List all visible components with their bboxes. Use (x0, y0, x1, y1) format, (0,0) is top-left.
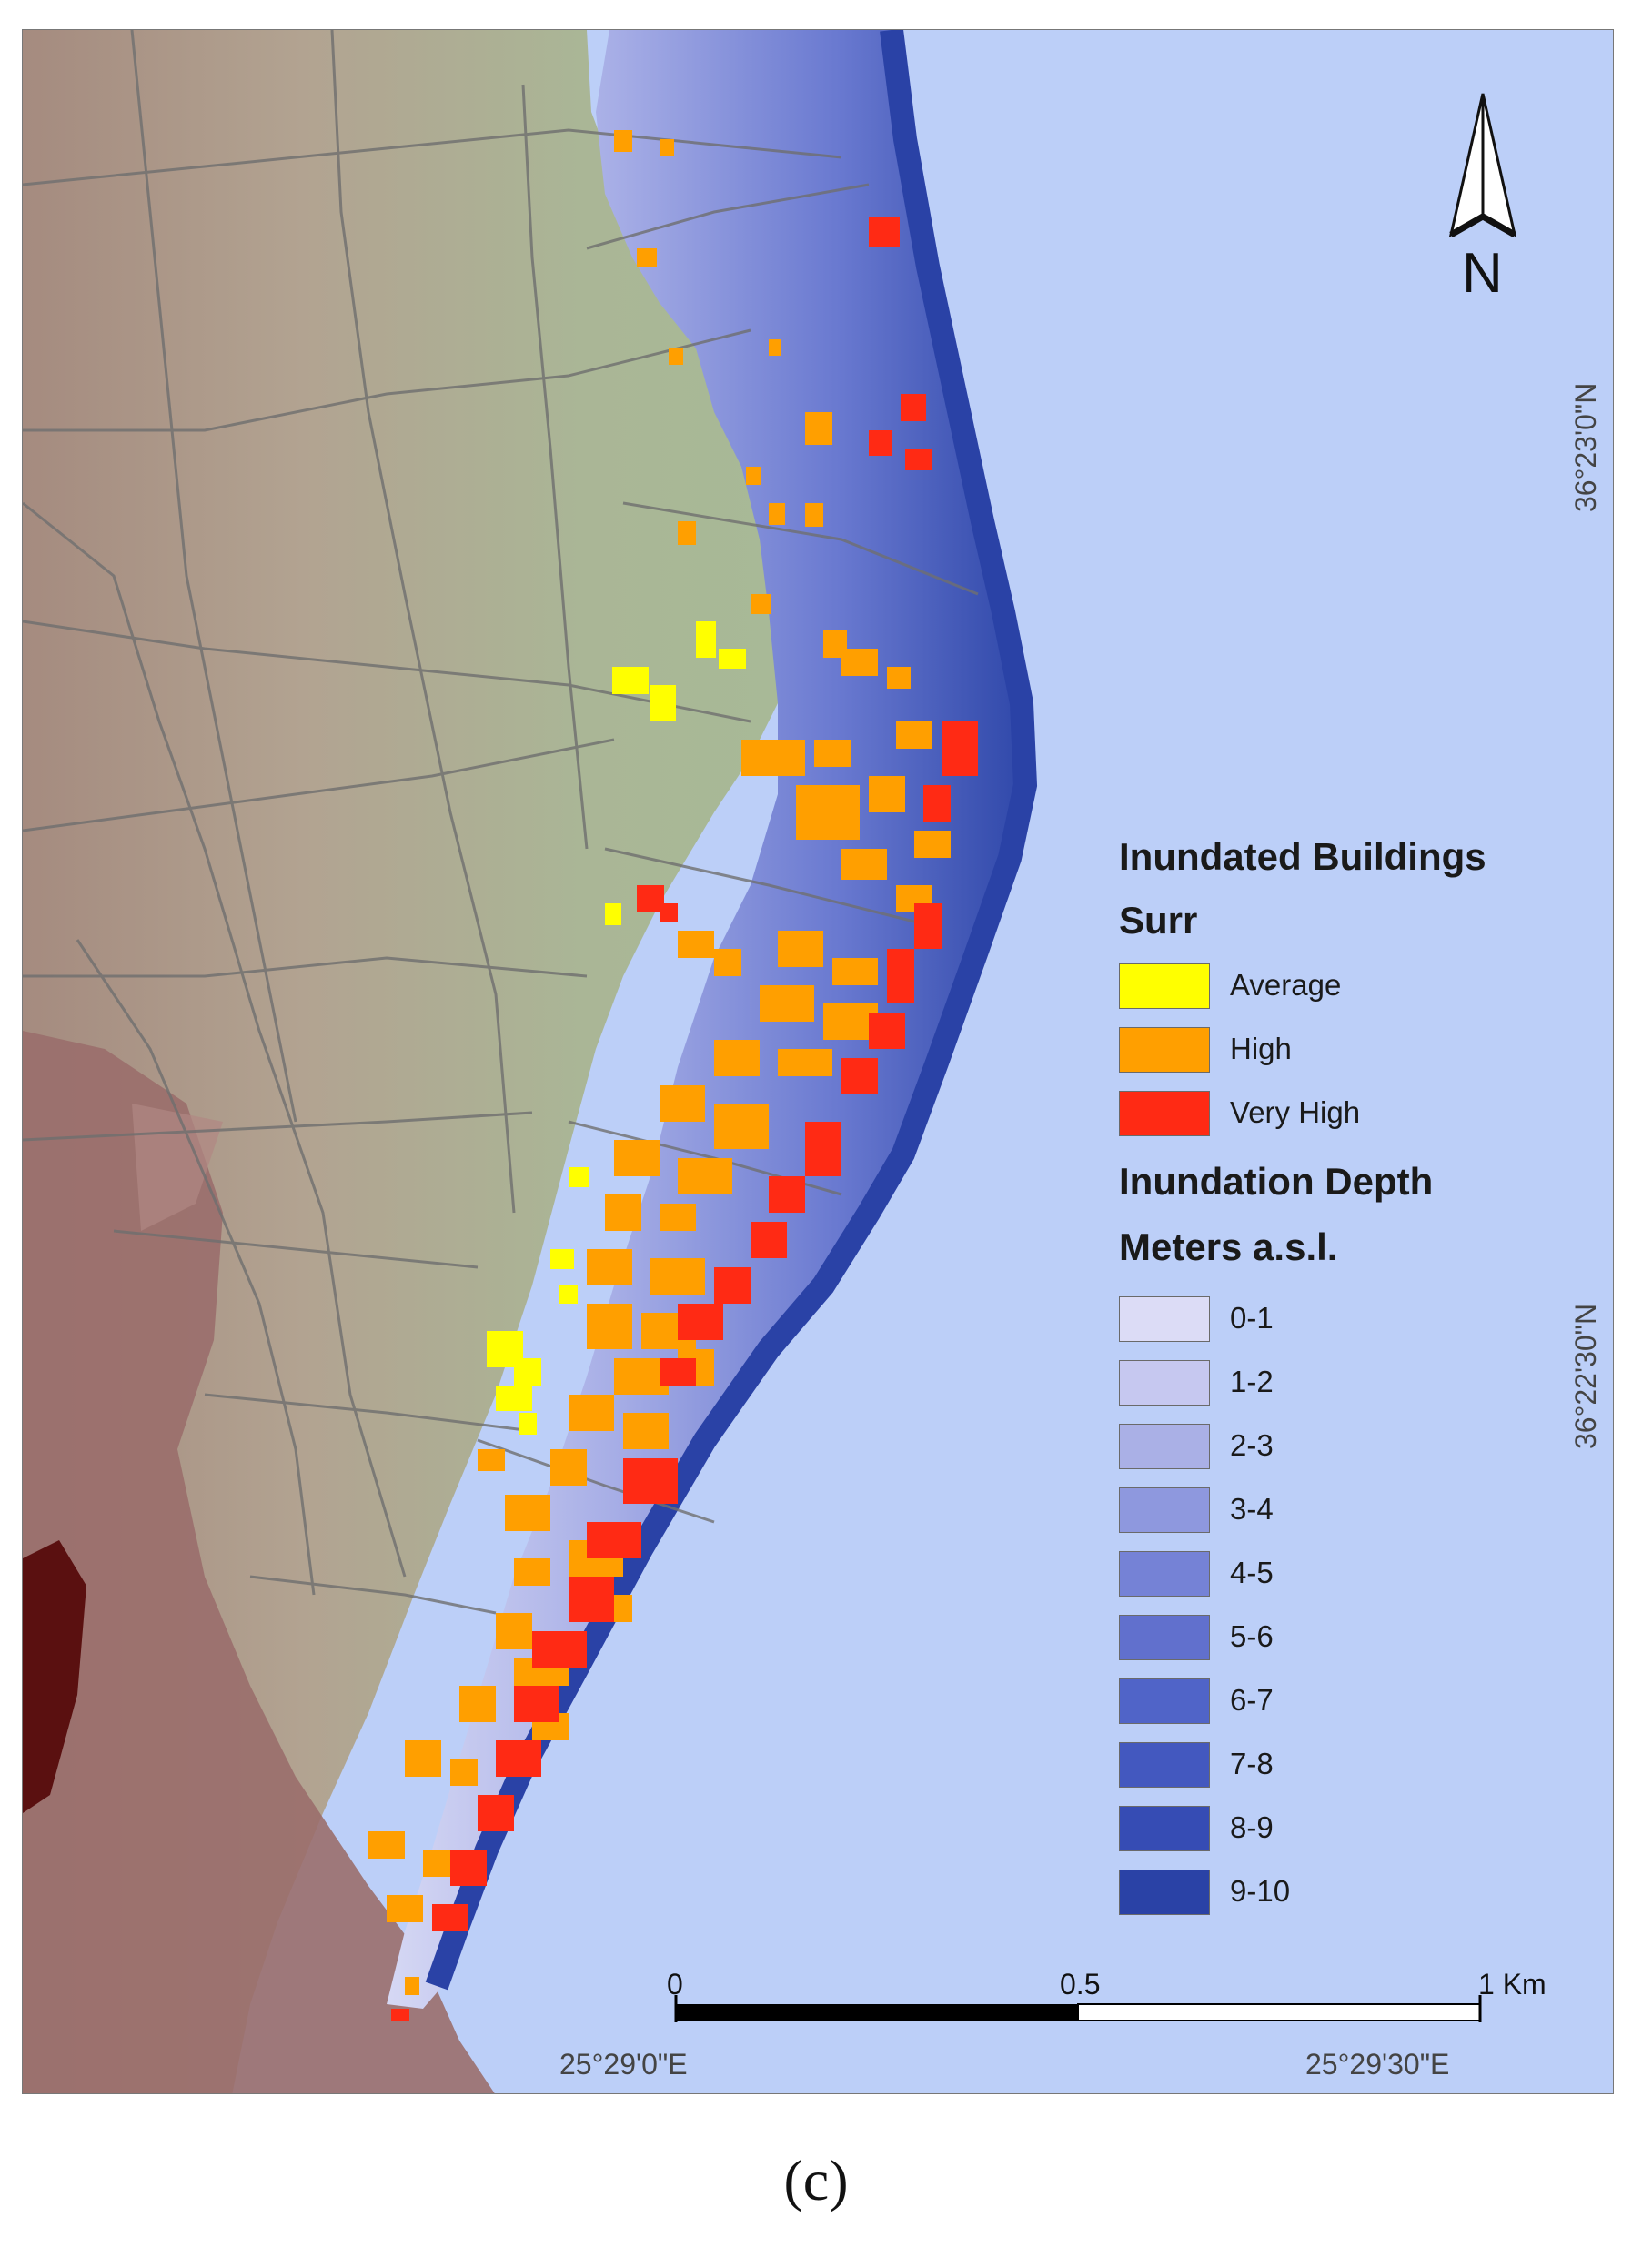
depth-class-swatch (1119, 1742, 1210, 1788)
scale-label-0: 0 (667, 1968, 683, 2001)
scale-label-1km: 1 Km (1478, 1968, 1546, 2001)
depth-class-label: 1-2 (1230, 1365, 1274, 1398)
land-area (23, 30, 823, 2093)
mountain-peak (23, 1540, 86, 1813)
depth-class-label: 0-1 (1230, 1301, 1274, 1335)
lat-label-north: 36°23'0"N (1569, 382, 1602, 512)
mountain-south (23, 1031, 495, 2093)
lon-label-west: 25°29'0"E (559, 2048, 688, 2081)
lat-label-south: 36°22'30"N (1569, 1303, 1602, 1449)
building-class-label: Average (1230, 968, 1342, 1002)
depth-class-swatch (1119, 1678, 1210, 1724)
scale-label-half: 0.5 (1060, 1968, 1101, 2001)
depth-class-label: 4-5 (1230, 1556, 1274, 1589)
legend-title: Inundated Buildings (1119, 835, 1486, 878)
inundation-map: Inundated Buildings Surr Average High Very… (22, 29, 1614, 2094)
depth-class-label: 6-7 (1230, 1683, 1274, 1717)
building-class-swatch (1119, 1091, 1210, 1136)
buildings-average (487, 621, 746, 1435)
depth-legend-title: Inundation Depth (1119, 1160, 1434, 1203)
building-class-label: Very High (1230, 1095, 1361, 1129)
road-network (23, 30, 979, 1615)
north-letter: N (1462, 242, 1503, 305)
lon-label-east: 25°29'30"E (1305, 2048, 1450, 2081)
scale-bar-graphic (674, 1995, 1482, 2022)
depth-legend-units: Meters a.s.l. (1119, 1225, 1338, 1268)
building-class-label: High (1230, 1032, 1292, 1065)
depth-class-label: 7-8 (1230, 1747, 1274, 1780)
buildings-very-high (391, 217, 978, 2021)
depth-class-swatch (1119, 1487, 1210, 1533)
depth-class-swatch (1119, 1296, 1210, 1342)
building-class-swatch (1119, 963, 1210, 1009)
panel-caption: (c) (783, 2148, 849, 2213)
depth-class-label: 5-6 (1230, 1619, 1274, 1653)
mountain-ridge (132, 1104, 223, 1231)
depth-class-label: 8-9 (1230, 1810, 1274, 1844)
building-class-swatch (1119, 1027, 1210, 1073)
north-arrow-icon (1448, 93, 1517, 238)
depth-class-label: 3-4 (1230, 1492, 1274, 1526)
depth-class-label: 2-3 (1230, 1428, 1274, 1462)
depth-class-label: 9-10 (1230, 1874, 1291, 1908)
depth-class-swatch (1119, 1424, 1210, 1469)
depth-class-swatch (1119, 1360, 1210, 1406)
depth-class-swatch (1119, 1551, 1210, 1597)
map-canvas (23, 30, 1613, 2093)
depth-class-swatch (1119, 1615, 1210, 1660)
depth-class-swatch (1119, 1806, 1210, 1851)
depth-class-swatch (1119, 1870, 1210, 1915)
legend-subtitle: Surr (1119, 899, 1198, 942)
